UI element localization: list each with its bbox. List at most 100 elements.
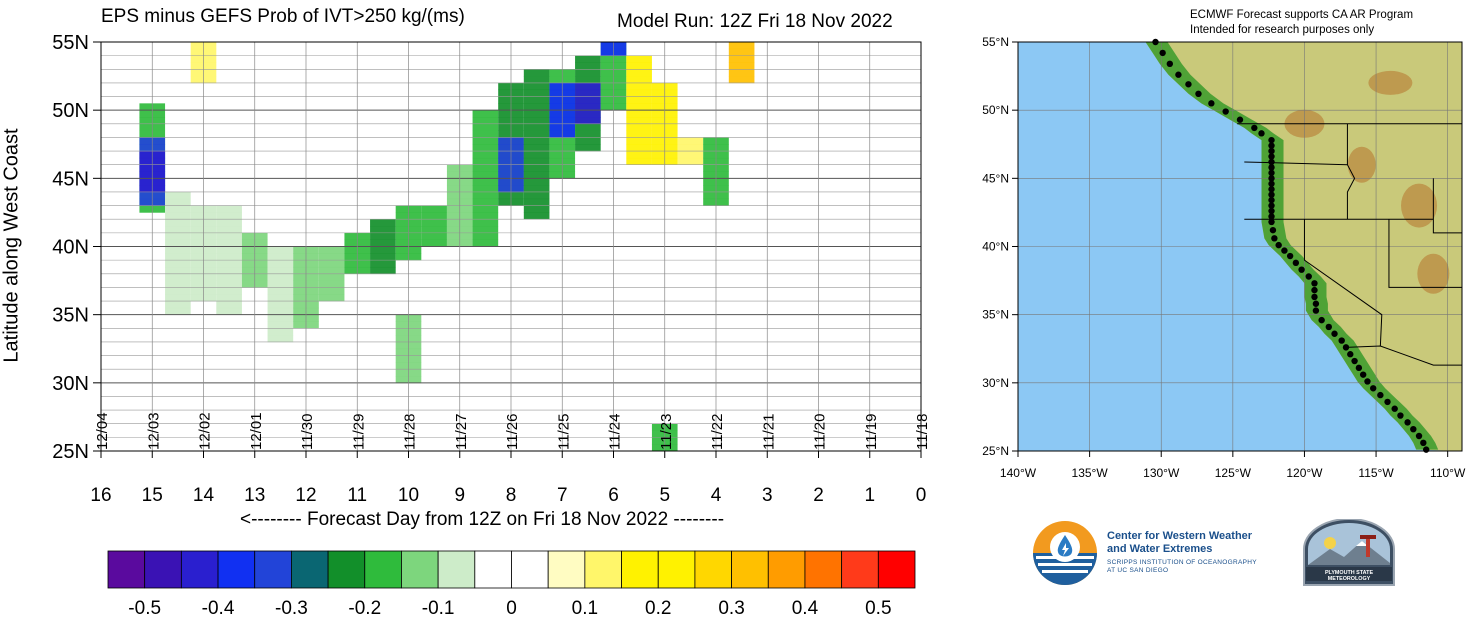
coast-point-marker bbox=[1236, 116, 1244, 123]
coast-point-marker bbox=[1325, 323, 1333, 331]
heat-cell bbox=[575, 69, 601, 77]
colorbar-swatch bbox=[767, 550, 806, 589]
x-tick-label: 0 bbox=[916, 485, 927, 506]
coast-point-marker bbox=[1410, 425, 1417, 433]
x-tick-label: 15 bbox=[142, 485, 163, 506]
coast-point-marker bbox=[1166, 60, 1174, 68]
coast-point-marker bbox=[1268, 213, 1275, 220]
heat-cell bbox=[472, 123, 499, 131]
heat-cell bbox=[472, 191, 499, 200]
date-label: 12/01 bbox=[248, 412, 265, 450]
heat-cell bbox=[216, 287, 242, 295]
heat-cell bbox=[165, 253, 191, 261]
heat-cell bbox=[216, 246, 242, 254]
heat-cell bbox=[421, 232, 447, 240]
heat-cell bbox=[472, 226, 499, 234]
coast-point-marker bbox=[1281, 247, 1288, 254]
coast-point-marker bbox=[1159, 49, 1166, 57]
plymouth-logo: PLYMOUTH STATE METEOROLOGY bbox=[1300, 518, 1398, 589]
y-tick-label: 50N bbox=[52, 100, 89, 122]
heat-cell bbox=[523, 130, 550, 138]
colorbar-swatch bbox=[877, 550, 916, 589]
date-label: 11/24 bbox=[607, 414, 624, 450]
coast-point-marker bbox=[1286, 252, 1294, 260]
coast-point-marker bbox=[1268, 164, 1275, 171]
heat-cell bbox=[165, 301, 191, 309]
heat-cell bbox=[523, 82, 550, 91]
heat-cell bbox=[523, 164, 550, 172]
date-label: 11/30 bbox=[299, 414, 316, 450]
x-tick-label: 13 bbox=[244, 485, 265, 506]
heat-cell bbox=[523, 171, 550, 179]
coast-point-marker bbox=[1355, 364, 1363, 372]
heat-cell bbox=[472, 185, 499, 193]
colorbar-tick-label: -0.1 bbox=[421, 598, 455, 619]
colorbar-swatch bbox=[401, 550, 439, 589]
heat-cell bbox=[370, 260, 396, 268]
colorbar-swatch bbox=[804, 550, 843, 589]
map-lon-label: 115°W bbox=[1358, 466, 1394, 480]
highland bbox=[1417, 253, 1450, 294]
heat-cell bbox=[370, 226, 396, 234]
heat-cell bbox=[523, 89, 550, 97]
heat-cell bbox=[472, 239, 499, 247]
model-run-label: Model Run: 12Z Fri 18 Nov 2022 bbox=[617, 11, 893, 32]
coast-point-marker bbox=[1271, 235, 1278, 242]
coast-point-marker bbox=[1347, 351, 1354, 358]
heat-cell bbox=[575, 103, 601, 111]
x-tick-label: 5 bbox=[659, 485, 670, 506]
heat-cell bbox=[267, 321, 294, 329]
y-tick-label: 40N bbox=[52, 237, 89, 259]
heat-cell bbox=[370, 232, 396, 240]
heat-cell bbox=[267, 273, 294, 281]
date-label: 11/28 bbox=[402, 414, 419, 450]
coast-point-marker bbox=[1258, 130, 1265, 137]
heat-cell bbox=[575, 76, 601, 84]
coast-point-marker bbox=[1268, 147, 1275, 155]
colorbar-swatch bbox=[694, 550, 732, 589]
heat-cell bbox=[318, 294, 345, 302]
heat-cell bbox=[165, 239, 191, 247]
heat-cell bbox=[370, 266, 396, 275]
heat-cell bbox=[267, 266, 294, 275]
heat-cell bbox=[523, 96, 550, 104]
state-border bbox=[1432, 178, 1462, 234]
heat-cell bbox=[523, 76, 550, 84]
heat-cell bbox=[267, 253, 294, 261]
heat-cell bbox=[523, 157, 550, 165]
heat-cell bbox=[472, 171, 499, 179]
coast-point-marker bbox=[1318, 316, 1325, 324]
coast-point-marker bbox=[1275, 241, 1282, 249]
coast-point-marker bbox=[1397, 412, 1404, 419]
cw3e-sub-2: AT UC SAN DIEGO bbox=[1107, 567, 1169, 574]
coast-point-marker bbox=[1208, 100, 1215, 107]
coast-point-marker bbox=[1222, 108, 1229, 115]
heat-cell bbox=[677, 137, 704, 145]
colorbar-tick-label: -0.4 bbox=[201, 598, 235, 619]
coast-point-marker bbox=[1251, 124, 1258, 132]
colorbar-swatch bbox=[511, 550, 549, 589]
colorbar-tick-label: 0 bbox=[506, 598, 517, 619]
coast-point-marker bbox=[1331, 330, 1338, 337]
colorbar-tick-label: 0.1 bbox=[571, 598, 599, 619]
heat-cell bbox=[421, 226, 447, 234]
highland bbox=[1368, 70, 1413, 95]
heat-cell bbox=[267, 260, 294, 268]
coast-point-marker bbox=[1312, 300, 1320, 307]
state-border bbox=[1388, 219, 1462, 288]
x-tick-label: 6 bbox=[608, 485, 619, 506]
y-tick-label: 55N bbox=[52, 32, 89, 54]
heat-cell bbox=[728, 62, 755, 70]
heat-cell bbox=[216, 280, 242, 288]
x-tick-label: 16 bbox=[90, 485, 111, 506]
colorbar-swatch bbox=[621, 550, 659, 589]
coast-point-marker bbox=[1268, 175, 1275, 182]
x-tick-label: 10 bbox=[398, 485, 419, 506]
heat-cell bbox=[216, 307, 242, 315]
map-lon-label: 120°W bbox=[1286, 466, 1323, 480]
heat-cell bbox=[523, 151, 550, 159]
date-label: 11/18 bbox=[914, 414, 931, 450]
heat-cell bbox=[216, 266, 242, 275]
coast-point-marker bbox=[1268, 158, 1275, 166]
